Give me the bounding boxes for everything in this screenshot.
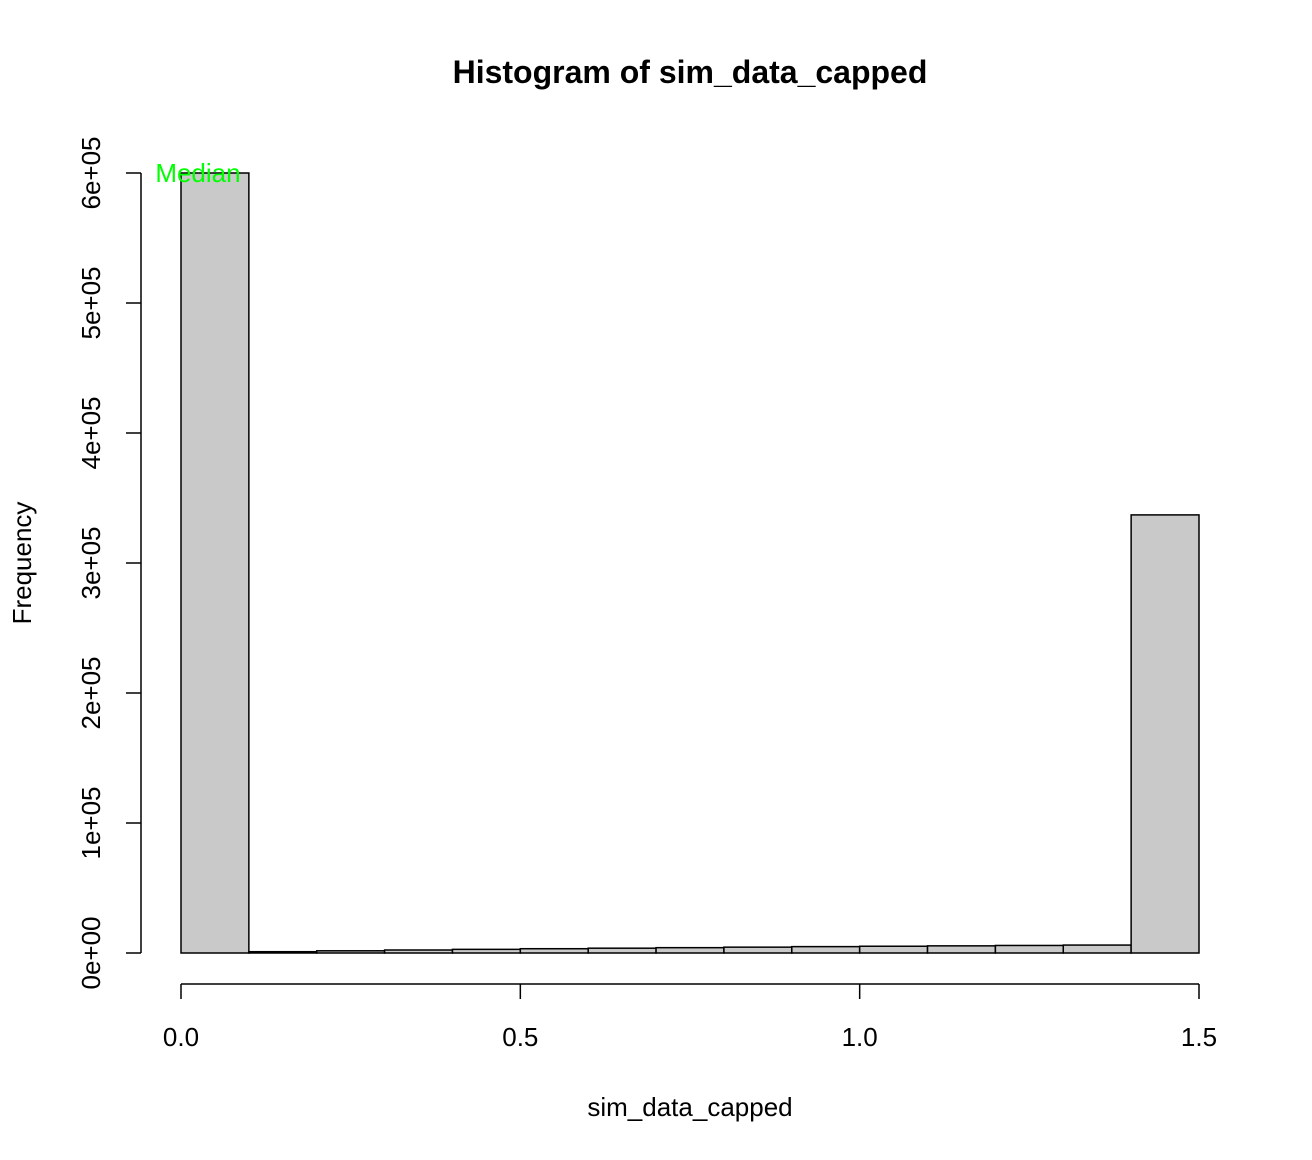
y-tick-label: 6e+05 <box>76 136 106 209</box>
y-tick-label: 5e+05 <box>76 266 106 339</box>
y-tick-label: 0e+00 <box>76 916 106 989</box>
y-tick-label: 3e+05 <box>76 526 106 599</box>
histogram-bar <box>1130 514 1200 954</box>
histogram-bar <box>655 946 725 954</box>
histogram-bar <box>791 945 861 954</box>
x-tick-label: 0.0 <box>163 1022 199 1052</box>
histogram-bar <box>180 172 250 954</box>
histogram-bar <box>383 949 454 954</box>
x-tick-label: 1.5 <box>1181 1022 1217 1052</box>
annotations-group: Median <box>155 158 240 188</box>
y-tick-label: 2e+05 <box>76 656 106 729</box>
y-tick-label: 1e+05 <box>76 786 106 859</box>
histogram-bar <box>994 944 1065 954</box>
y-tick-label: 4e+05 <box>76 396 106 469</box>
median-annotation: Median <box>155 158 240 188</box>
histogram-bar <box>587 947 657 954</box>
x-axis: 0.0 0.5 1.0 1.5 <box>163 983 1217 1052</box>
y-axis: 0e+00 1e+05 2e+05 3e+05 4e+05 5e+05 6e+05 <box>76 136 142 990</box>
chart-title: Histogram of sim_data_capped <box>453 54 928 90</box>
x-tick-label: 1.0 <box>842 1022 878 1052</box>
histogram-bar <box>519 947 589 954</box>
bars-group <box>180 172 1200 954</box>
y-axis-label: Frequency <box>7 502 37 625</box>
histogram-bar <box>926 945 997 954</box>
histogram-bar <box>723 946 793 954</box>
histogram-bar <box>451 948 522 954</box>
histogram-bar <box>858 945 929 954</box>
x-tick-label: 0.5 <box>502 1022 538 1052</box>
histogram-bar <box>1062 944 1132 954</box>
histogram-bar <box>248 950 318 954</box>
histogram-bar <box>315 950 386 954</box>
x-axis-label: sim_data_capped <box>587 1092 792 1122</box>
